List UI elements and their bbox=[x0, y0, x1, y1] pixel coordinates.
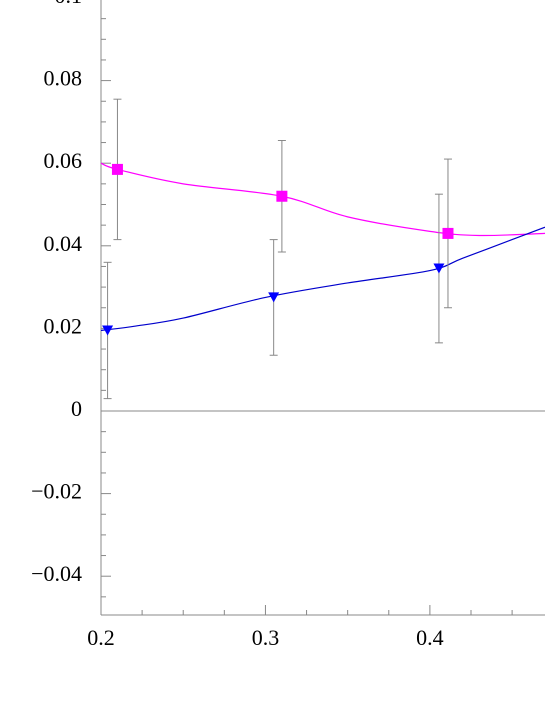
marker bbox=[268, 292, 280, 303]
curve bbox=[100, 226, 545, 332]
marker bbox=[442, 227, 454, 239]
y-tick-label: 0.06 bbox=[44, 148, 83, 173]
marker bbox=[111, 163, 123, 175]
x-tick-label: 0.4 bbox=[416, 625, 444, 650]
y-tick-label: 0.02 bbox=[44, 313, 83, 338]
y-tick-label: 0.1 bbox=[55, 0, 83, 8]
marker bbox=[433, 263, 445, 274]
marker bbox=[102, 325, 114, 336]
marker bbox=[276, 190, 288, 202]
y-tick-label: 0.08 bbox=[44, 66, 83, 91]
curve bbox=[100, 162, 545, 237]
y-tick-label: −0.04 bbox=[31, 561, 82, 586]
x-tick-label: 0.2 bbox=[87, 625, 115, 650]
y-tick-label: 0.04 bbox=[44, 231, 83, 256]
y-tick-label: −0.02 bbox=[31, 479, 82, 504]
x-tick-label: 0.3 bbox=[252, 625, 280, 650]
y-tick-label: 0 bbox=[71, 396, 82, 421]
